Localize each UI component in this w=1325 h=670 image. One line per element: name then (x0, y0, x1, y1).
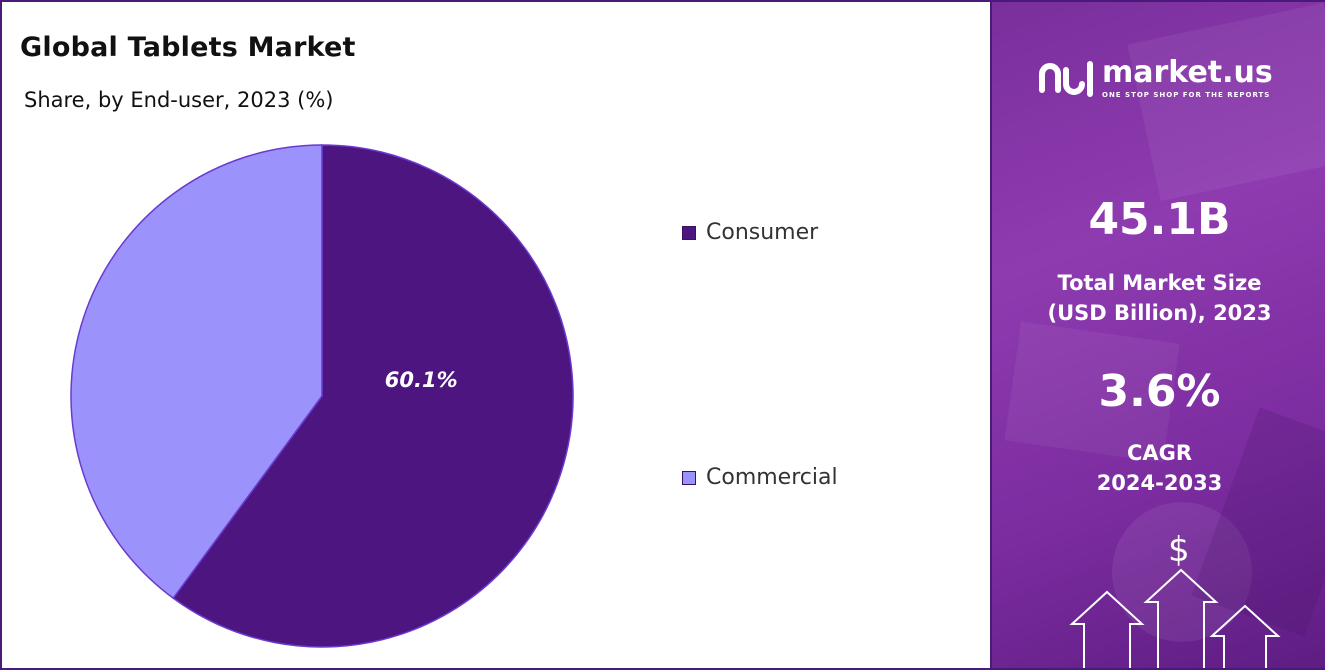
cagr-label-line1: CAGR (1126, 441, 1193, 465)
legend-label-consumer: Consumer (706, 220, 819, 245)
pie-slice-consumer (172, 144, 574, 648)
legend-label-commercial: Commercial (706, 465, 838, 490)
chart-subtitle: Share, by End-user, 2023 (%) (24, 88, 334, 112)
dollar-icon: $ (1168, 530, 1190, 570)
legend-item-consumer: Consumer (682, 220, 818, 245)
summary-panel: market.us ONE STOP SHOP FOR THE REPORTS … (990, 2, 1325, 668)
market-size-label-line1: Total Market Size (1057, 271, 1262, 295)
market-us-logo-icon (1039, 61, 1093, 97)
market-size-value: 45.1B (1088, 194, 1231, 245)
chart-title: Global Tablets Market (20, 32, 356, 63)
brand-logo: market.us ONE STOP SHOP FOR THE REPORTS (1038, 54, 1273, 102)
background-decoration (1004, 2, 1325, 642)
legend-item-commercial: Commercial (682, 465, 838, 490)
cagr-value: 3.6% (1098, 366, 1221, 417)
cagr-label-line2: 2024-2033 (1096, 471, 1223, 495)
pie-slice-commercial (70, 144, 323, 600)
brand-tagline: ONE STOP SHOP FOR THE REPORTS (1102, 90, 1271, 99)
pie-label-consumer: 60.1% (385, 368, 458, 392)
brand-name: market.us (1102, 54, 1273, 90)
pie-chart: 60.1% (70, 144, 574, 648)
chart-panel: Global Tablets Market Share, by End-user… (2, 2, 990, 668)
legend-swatch-consumer (682, 225, 696, 240)
growth-arrows-icon (1069, 568, 1281, 668)
market-size-label-line2: (USD Billion), 2023 (1047, 301, 1272, 325)
legend-swatch-commercial (682, 470, 696, 485)
